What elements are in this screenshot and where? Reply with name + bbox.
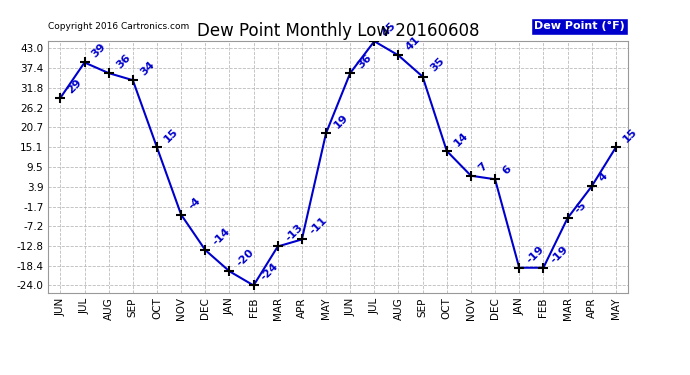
Text: 34: 34 (139, 59, 157, 77)
Text: 14: 14 (453, 130, 471, 148)
Text: 6: 6 (501, 164, 513, 177)
Text: 15: 15 (163, 127, 181, 145)
Text: 45: 45 (380, 21, 398, 39)
Text: 15: 15 (622, 127, 640, 145)
Text: -20: -20 (235, 247, 256, 268)
Text: 7: 7 (477, 160, 489, 173)
Text: 35: 35 (428, 56, 446, 74)
Text: 19: 19 (332, 112, 350, 130)
Text: -24: -24 (259, 261, 281, 283)
Text: 36: 36 (115, 52, 132, 70)
Text: -4: -4 (187, 196, 203, 212)
Text: -5: -5 (573, 200, 589, 215)
Text: Dew Point (°F): Dew Point (°F) (534, 21, 625, 31)
Text: 4: 4 (598, 171, 610, 183)
Text: 29: 29 (66, 77, 84, 95)
Text: Copyright 2016 Cartronics.com: Copyright 2016 Cartronics.com (48, 22, 190, 31)
Text: 41: 41 (404, 34, 422, 53)
Text: -13: -13 (284, 222, 304, 244)
Text: -19: -19 (549, 243, 571, 265)
Title: Dew Point Monthly Low 20160608: Dew Point Monthly Low 20160608 (197, 22, 480, 40)
Text: 36: 36 (356, 52, 374, 70)
Text: 39: 39 (90, 42, 108, 60)
Text: -11: -11 (308, 215, 328, 237)
Text: -14: -14 (211, 226, 233, 247)
Text: -19: -19 (525, 243, 546, 265)
